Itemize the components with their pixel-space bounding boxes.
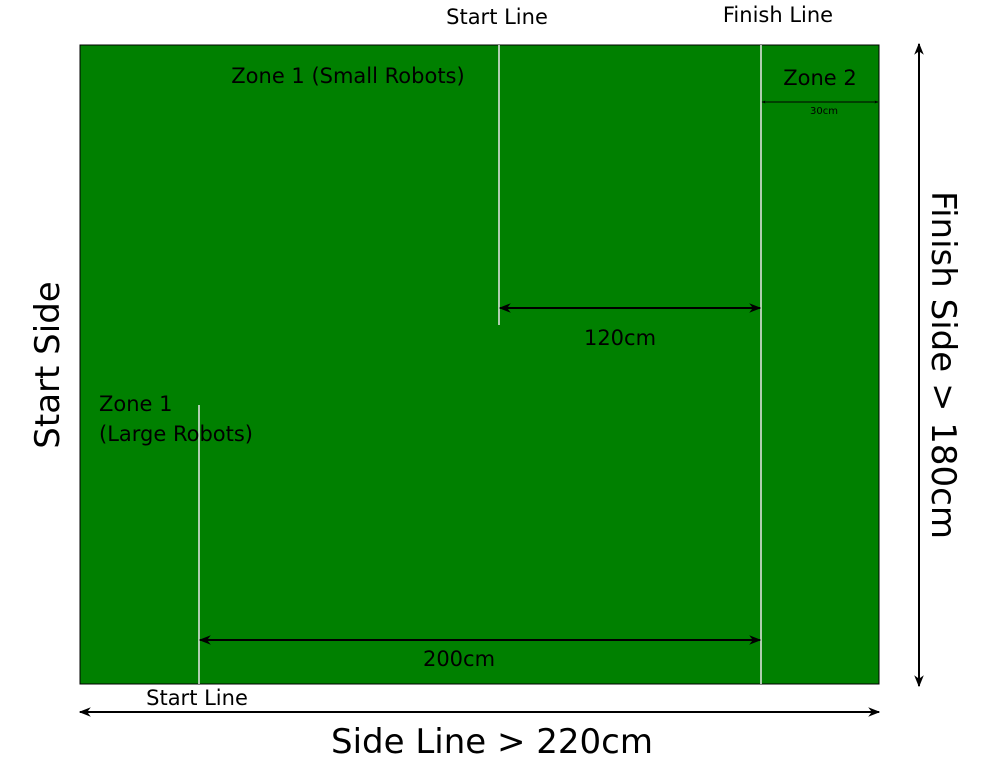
start-line-bottom-label: Start Line [146, 686, 248, 710]
start-side-label: Start Side [28, 281, 68, 448]
zone1-large-label-line2: (Large Robots) [99, 422, 253, 446]
dimension-120-label: 120cm [584, 326, 656, 350]
zone1-small-label: Zone 1 (Small Robots) [231, 64, 464, 88]
finish-side-label: Finish Side > 180cm [923, 191, 963, 539]
zone2-label: Zone 2 [783, 66, 857, 90]
zone1-large-label-line1: Zone 1 [99, 392, 173, 416]
dimension-200-label: 200cm [423, 647, 495, 671]
finish-line-top-label: Finish Line [723, 3, 833, 27]
zone2-width-label: 30cm [810, 106, 838, 117]
side-line-label: Side Line > 220cm [331, 722, 653, 762]
start-line-top-label: Start Line [446, 5, 548, 29]
playing-field [79, 44, 880, 685]
